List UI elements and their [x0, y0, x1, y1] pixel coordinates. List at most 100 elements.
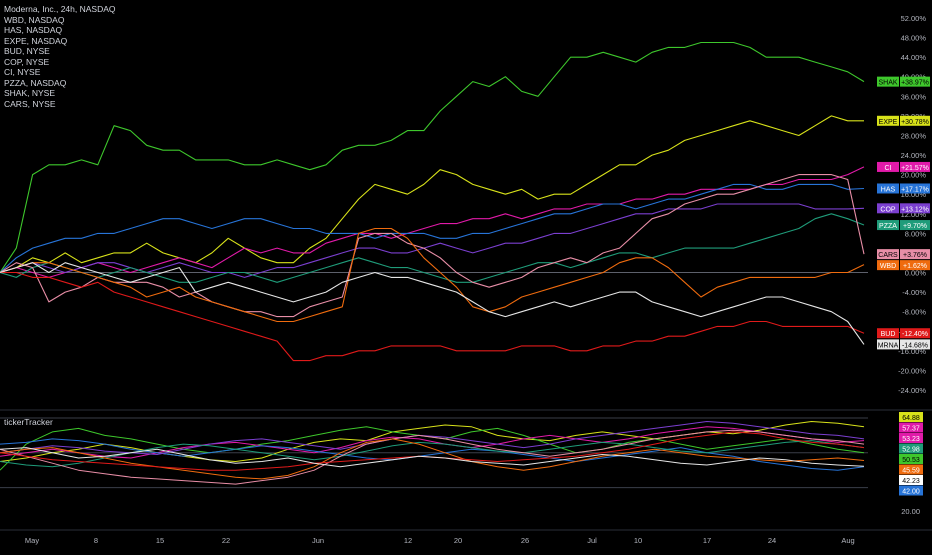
series-value-tag[interactable] [900, 183, 930, 194]
x-axis-tick-label: 15 [156, 536, 164, 545]
indicator-value-tag[interactable] [899, 485, 923, 496]
y-axis-tick-label: -16.00% [898, 347, 926, 356]
x-axis-tick-label: 12 [404, 536, 412, 545]
indicator-line[interactable] [0, 426, 865, 459]
indicator-value-label: 57.37 [902, 426, 920, 433]
series-value-tag[interactable] [900, 161, 930, 172]
series-name-tag[interactable] [877, 183, 899, 194]
series-line-bud[interactable] [0, 271, 865, 362]
y-axis-tick-label: -24.00% [898, 386, 926, 395]
series-name-tag[interactable] [877, 115, 899, 126]
series-value-label: -14.68% [902, 342, 928, 349]
legend-compare-symbol[interactable]: EXPE, NASDAQ [4, 35, 68, 46]
series-name-label: BUD [881, 331, 896, 338]
series-value-label: +1.62% [903, 263, 927, 270]
y-axis-tick-label: -4.00% [902, 288, 926, 297]
indicator-value-label: 45.59 [902, 468, 920, 475]
series-name-label: MRNA [878, 342, 899, 349]
series-name-label: SHAK [878, 80, 897, 87]
indicator-value-label: 52.98 [902, 447, 920, 454]
y-axis-tick-label: 36.00% [901, 92, 927, 101]
legend-compare-symbol[interactable]: PZZA, NASDAQ [4, 77, 67, 88]
series-name-tag[interactable] [877, 161, 899, 172]
series-line-has[interactable] [0, 183, 865, 273]
series-line-pzza[interactable] [0, 213, 865, 283]
y-axis-tick-label: 24.00% [901, 151, 927, 160]
legend-compare-symbol[interactable]: WBD, NASDAQ [4, 14, 65, 25]
series-value-label: +21.57% [901, 165, 929, 172]
series-value-label: -12.40% [902, 331, 928, 338]
series-line-expe[interactable] [0, 115, 864, 274]
y-axis-tick-label: 8.00% [905, 229, 927, 238]
y-axis-tick-label: -20.00% [898, 366, 926, 375]
indicator-value-label: 42.23 [902, 478, 920, 485]
series-name-tag[interactable] [877, 260, 899, 271]
indicator-axis-tick-label: 20.00 [901, 507, 920, 516]
indicator-value-tag[interactable] [899, 454, 923, 464]
series-line-cars[interactable] [0, 174, 865, 318]
y-axis-tick-label: 16.00% [901, 190, 927, 199]
series-value-tag[interactable] [900, 220, 930, 231]
series-name-tag[interactable] [877, 220, 899, 231]
series-name-tag[interactable] [877, 249, 899, 260]
series-value-label: +30.78% [901, 119, 929, 126]
x-axis-tick-label: 24 [768, 536, 776, 545]
series-value-label: +9.70% [903, 223, 927, 230]
series-value-label: +38.97% [901, 80, 929, 87]
y-axis-tick-label: 12.00% [901, 210, 927, 219]
indicator-value-tag[interactable] [899, 475, 923, 485]
series-value-label: +3.76% [903, 252, 927, 259]
x-axis-tick-label: Aug [841, 536, 854, 545]
y-axis-tick-label: 44.00% [901, 53, 927, 62]
y-axis-tick-label: 48.00% [901, 34, 927, 43]
legend-compare-symbol[interactable]: BUD, NYSE [4, 46, 50, 56]
series-name-label: CI [885, 165, 892, 172]
series-value-label: +13.12% [901, 206, 929, 213]
series-name-tag[interactable] [877, 328, 899, 339]
indicator-line[interactable] [0, 447, 865, 468]
series-value-tag[interactable] [900, 339, 930, 350]
x-axis-tick-label: Jul [587, 536, 597, 545]
indicator-line[interactable] [0, 440, 865, 468]
indicator-value-tag[interactable] [899, 412, 923, 422]
legend-compare-symbol[interactable]: COP, NYSE [4, 56, 50, 67]
series-value-tag[interactable] [900, 249, 930, 260]
indicator-line[interactable] [0, 429, 865, 485]
series-line-wbd[interactable] [0, 227, 865, 323]
series-name-label: EXPE [879, 119, 898, 126]
series-name-tag[interactable] [877, 76, 899, 87]
indicator-line[interactable] [0, 438, 865, 480]
series-name-tag[interactable] [877, 339, 899, 350]
indicator-value-tag[interactable] [899, 422, 923, 433]
series-value-tag[interactable] [900, 76, 930, 87]
x-axis-tick-label: 10 [634, 536, 642, 545]
series-line-shak[interactable] [0, 41, 865, 273]
series-line-mrna[interactable] [0, 262, 865, 345]
indicator-title[interactable]: tickerTracker [4, 417, 53, 427]
x-axis-tick-label: Jun [312, 536, 324, 545]
y-axis-tick-label: 52.00% [901, 14, 927, 23]
indicator-value-tag[interactable] [899, 443, 923, 454]
series-line-cop[interactable] [0, 203, 865, 278]
series-value-tag[interactable] [900, 260, 930, 271]
indicator-value-tag[interactable] [899, 464, 923, 475]
series-value-tag[interactable] [900, 328, 930, 339]
y-axis-tick-label: 20.00% [901, 171, 927, 180]
legend-compare-symbol[interactable]: CI, NYSE [4, 67, 41, 77]
series-name-label: PZZA [879, 223, 897, 230]
legend-main-symbol[interactable]: Moderna, Inc., 24h, NASDAQ [4, 4, 116, 14]
series-value-tag[interactable] [900, 115, 930, 126]
indicator-value-tag[interactable] [899, 433, 923, 443]
series-value-tag[interactable] [900, 203, 930, 214]
series-name-label: HAS [881, 186, 896, 193]
series-name-tag[interactable] [877, 203, 899, 214]
x-axis-tick-label: 17 [703, 536, 711, 545]
x-axis-tick-label: 26 [521, 536, 529, 545]
indicator-line[interactable] [0, 421, 865, 455]
legend-compare-symbol[interactable]: CARS, NYSE [4, 98, 56, 109]
legend-compare-symbol[interactable]: HAS, NASDAQ [4, 25, 63, 35]
legend-compare-symbol[interactable]: SHAK, NYSE [4, 88, 56, 98]
x-axis-tick-label: 20 [454, 536, 462, 545]
series-line-ci[interactable] [0, 166, 865, 278]
